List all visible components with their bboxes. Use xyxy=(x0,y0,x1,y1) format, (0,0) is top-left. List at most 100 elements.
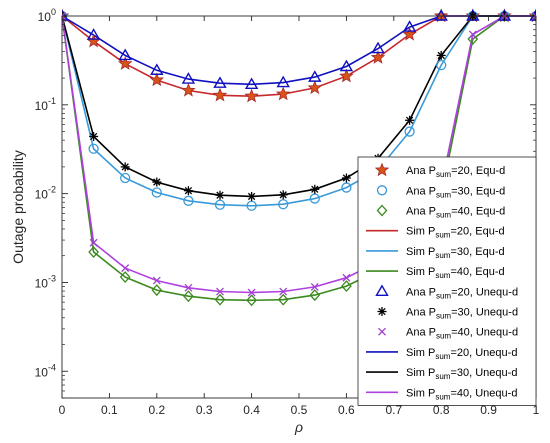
data-point xyxy=(181,82,196,97)
x-tick-label: 0.6 xyxy=(338,403,355,417)
legend-label-subscript: sum xyxy=(435,372,450,381)
y-tick-exponent: 0 xyxy=(51,7,56,17)
x-stroke xyxy=(378,327,386,336)
legend-label: Ana Psum=20, Unequ-d xyxy=(406,286,518,300)
legend-label-suffix: =20, Unequ-d xyxy=(451,286,518,298)
legend-label-prefix: Ana P xyxy=(406,206,436,218)
star-marker-shape xyxy=(149,72,165,87)
y-tick-exponent: -2 xyxy=(48,185,56,195)
data-point xyxy=(215,190,225,200)
data-point xyxy=(184,283,193,292)
legend-label-subscript: sum xyxy=(435,251,450,260)
legend-item: Ana Psum=30, Unequ-d xyxy=(377,307,518,321)
data-point xyxy=(150,63,164,75)
diamond-marker-shape xyxy=(183,290,194,303)
data-point xyxy=(370,50,386,64)
diamond-marker-shape xyxy=(341,280,352,293)
legend-label: Ana Psum=30, Equ-d xyxy=(406,185,505,199)
asterisk-stroke xyxy=(437,51,445,60)
circle-marker-shape xyxy=(183,195,194,206)
data-point xyxy=(62,12,66,20)
legend-marker-swatch xyxy=(376,204,388,217)
circle-marker-shape xyxy=(214,199,226,210)
data-point xyxy=(247,288,256,297)
legend-label-prefix: Ana P xyxy=(406,307,436,319)
legend-label-suffix: =40, Unequ-d xyxy=(451,327,518,339)
circle-marker-shape xyxy=(246,200,257,211)
data-point xyxy=(532,12,536,20)
data-point xyxy=(279,287,288,296)
legend-label: Sim Psum=40, Equ-d xyxy=(406,266,505,280)
x-stroke xyxy=(184,283,193,292)
asterisk-stroke xyxy=(279,191,287,199)
legend-label: Sim Psum=30, Equ-d xyxy=(406,246,505,260)
data-point xyxy=(214,199,226,210)
legend-item: Sim Psum=20, Equ-d xyxy=(366,226,505,240)
x-tick-label: 1 xyxy=(533,403,540,417)
asterisk-stroke xyxy=(216,191,224,199)
legend-label-subscript: sum xyxy=(435,392,450,401)
data-point xyxy=(276,75,290,88)
legend-label-suffix: =40, Unequ-d xyxy=(450,387,517,399)
legend-label-prefix: Sim P xyxy=(406,226,435,238)
legend-label-suffix: =40, Equ-d xyxy=(451,206,505,218)
legend-label-suffix: =30, Equ-d xyxy=(451,185,505,197)
y-tick-base: 10 xyxy=(35,99,49,113)
triangle-marker-shape xyxy=(181,72,196,84)
y-tick-label: 100 xyxy=(38,7,56,24)
star-marker-shape xyxy=(339,68,354,83)
data-point xyxy=(308,70,322,82)
y-tick-base: 10 xyxy=(35,365,49,379)
data-point xyxy=(339,68,354,83)
data-point xyxy=(405,115,415,125)
legend-marker-swatch xyxy=(376,185,388,196)
diamond-marker-shape xyxy=(376,204,388,217)
legend-label-subscript: sum xyxy=(435,231,450,240)
data-point xyxy=(341,280,352,293)
legend-label-suffix: =20, Equ-d xyxy=(451,165,505,177)
circle-marker-shape xyxy=(436,59,447,71)
data-point xyxy=(214,293,226,306)
asterisk-stroke xyxy=(342,174,351,182)
legend-box xyxy=(357,156,537,406)
star-marker-shape xyxy=(275,86,291,101)
series-markers-9 xyxy=(62,12,536,297)
circle-marker-shape xyxy=(278,199,289,210)
x-tick-label: 0.8 xyxy=(433,403,450,417)
asterisk-stroke xyxy=(405,116,414,124)
asterisk-stroke xyxy=(311,185,319,193)
x-axis-title: ρ xyxy=(294,419,303,435)
data-point xyxy=(277,293,289,306)
data-point xyxy=(244,88,259,103)
star-marker-shape xyxy=(117,56,133,70)
data-point xyxy=(244,77,259,90)
circle-marker-shape xyxy=(404,126,415,137)
data-point xyxy=(246,200,257,211)
legend-item: Ana Psum=20, Equ-d xyxy=(374,162,505,179)
data-point xyxy=(183,290,194,303)
asterisk-stroke xyxy=(89,132,98,141)
y-tick-label: 10-2 xyxy=(35,185,56,202)
legend-label-prefix: Ana P xyxy=(406,286,436,298)
legend-item: Ana Psum=20, Unequ-d xyxy=(375,284,518,300)
legend-item: Sim Psum=30, Equ-d xyxy=(366,246,505,260)
data-point xyxy=(149,72,165,87)
data-point xyxy=(247,191,257,201)
star-marker-shape xyxy=(374,162,390,177)
y-tick-label: 10-1 xyxy=(35,96,56,113)
data-point xyxy=(152,276,161,285)
x-stroke xyxy=(532,12,536,17)
series-layer xyxy=(62,8,536,307)
data-point xyxy=(88,246,99,259)
diamond-marker-shape xyxy=(88,246,99,259)
legend-item: Sim Psum=30, Unequ-d xyxy=(366,367,517,381)
diamond-marker-shape xyxy=(119,271,131,284)
legend-label-suffix: =20, Equ-d xyxy=(450,226,504,238)
data-point xyxy=(371,41,385,54)
legend-marker-swatch xyxy=(374,162,390,177)
legend-marker-swatch xyxy=(377,307,387,316)
star-marker-shape xyxy=(244,88,259,103)
data-point xyxy=(213,76,227,88)
circle-marker-shape xyxy=(120,172,131,184)
